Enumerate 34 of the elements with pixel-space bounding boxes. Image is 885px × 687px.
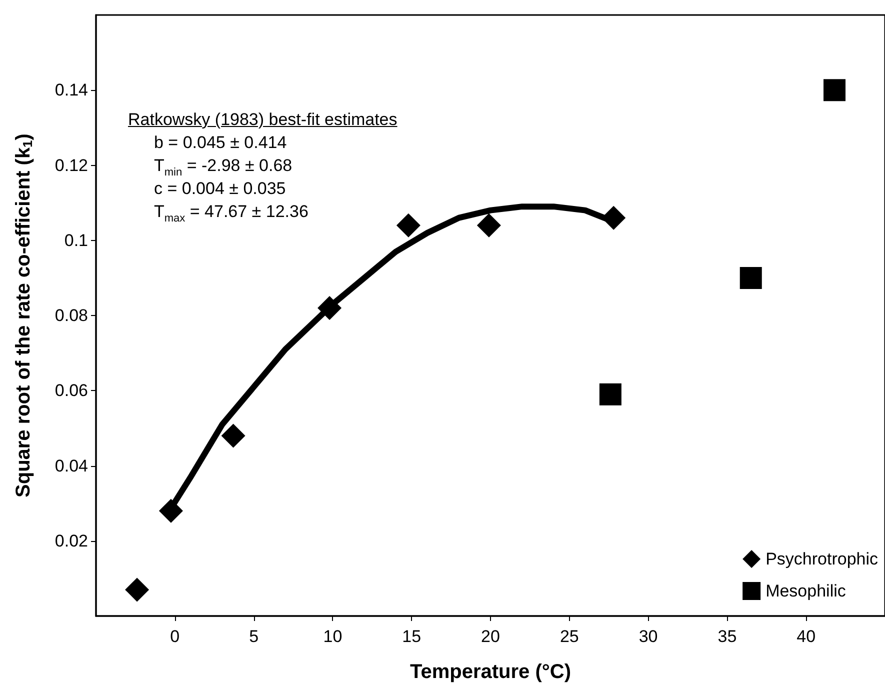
point bbox=[396, 213, 420, 238]
annotation: T$_{min}$ = -2.98 ± 0.68 bbox=[153, 155, 294, 178]
annotation: c = 0.004 ± 0.035 bbox=[153, 178, 287, 200]
annotation: Ratkowsky (1983) best-fit estimates bbox=[128, 109, 398, 131]
x-tick-label: 5 bbox=[249, 627, 259, 646]
y-tick-label: 0.06 bbox=[54, 381, 88, 400]
x-tick-label: 35 bbox=[718, 627, 737, 646]
y-tick-label: 0.04 bbox=[54, 456, 88, 476]
x-tick-label: 20 bbox=[481, 627, 500, 646]
point bbox=[125, 578, 150, 602]
point bbox=[740, 266, 762, 289]
point bbox=[221, 424, 246, 448]
x-tick-label: 30 bbox=[638, 627, 658, 646]
y-tick-label: 0.08 bbox=[54, 306, 88, 325]
x-tick-label: 0 bbox=[170, 627, 180, 646]
y-tick-label: 0.1 bbox=[64, 230, 88, 250]
y-axis-title: Square root of the rate co-efficient (k1) bbox=[12, 134, 35, 498]
legend-label: Mesophilic bbox=[766, 582, 846, 600]
point bbox=[158, 498, 183, 523]
y-tick-label: 0.12 bbox=[54, 156, 88, 175]
x-tick-label: 25 bbox=[560, 627, 579, 646]
x-axis-title: Temperature (°C) bbox=[410, 661, 571, 683]
point bbox=[599, 383, 622, 406]
y-tick-label: 0.02 bbox=[54, 531, 88, 550]
legend-label: Psychrotrophic bbox=[766, 550, 878, 568]
annotation: b = 0.045 ± 0.414 bbox=[153, 132, 288, 154]
x-tick-label: 10 bbox=[323, 627, 342, 646]
x-tick-label: 15 bbox=[402, 627, 422, 646]
point bbox=[318, 296, 342, 320]
point bbox=[824, 79, 846, 102]
annotation: T$_{max}$ = 47.67 ± 12.36 bbox=[153, 201, 310, 224]
x-tick-label: 40 bbox=[796, 627, 816, 646]
point bbox=[476, 213, 501, 238]
y-tick-label: 0.14 bbox=[54, 80, 88, 100]
